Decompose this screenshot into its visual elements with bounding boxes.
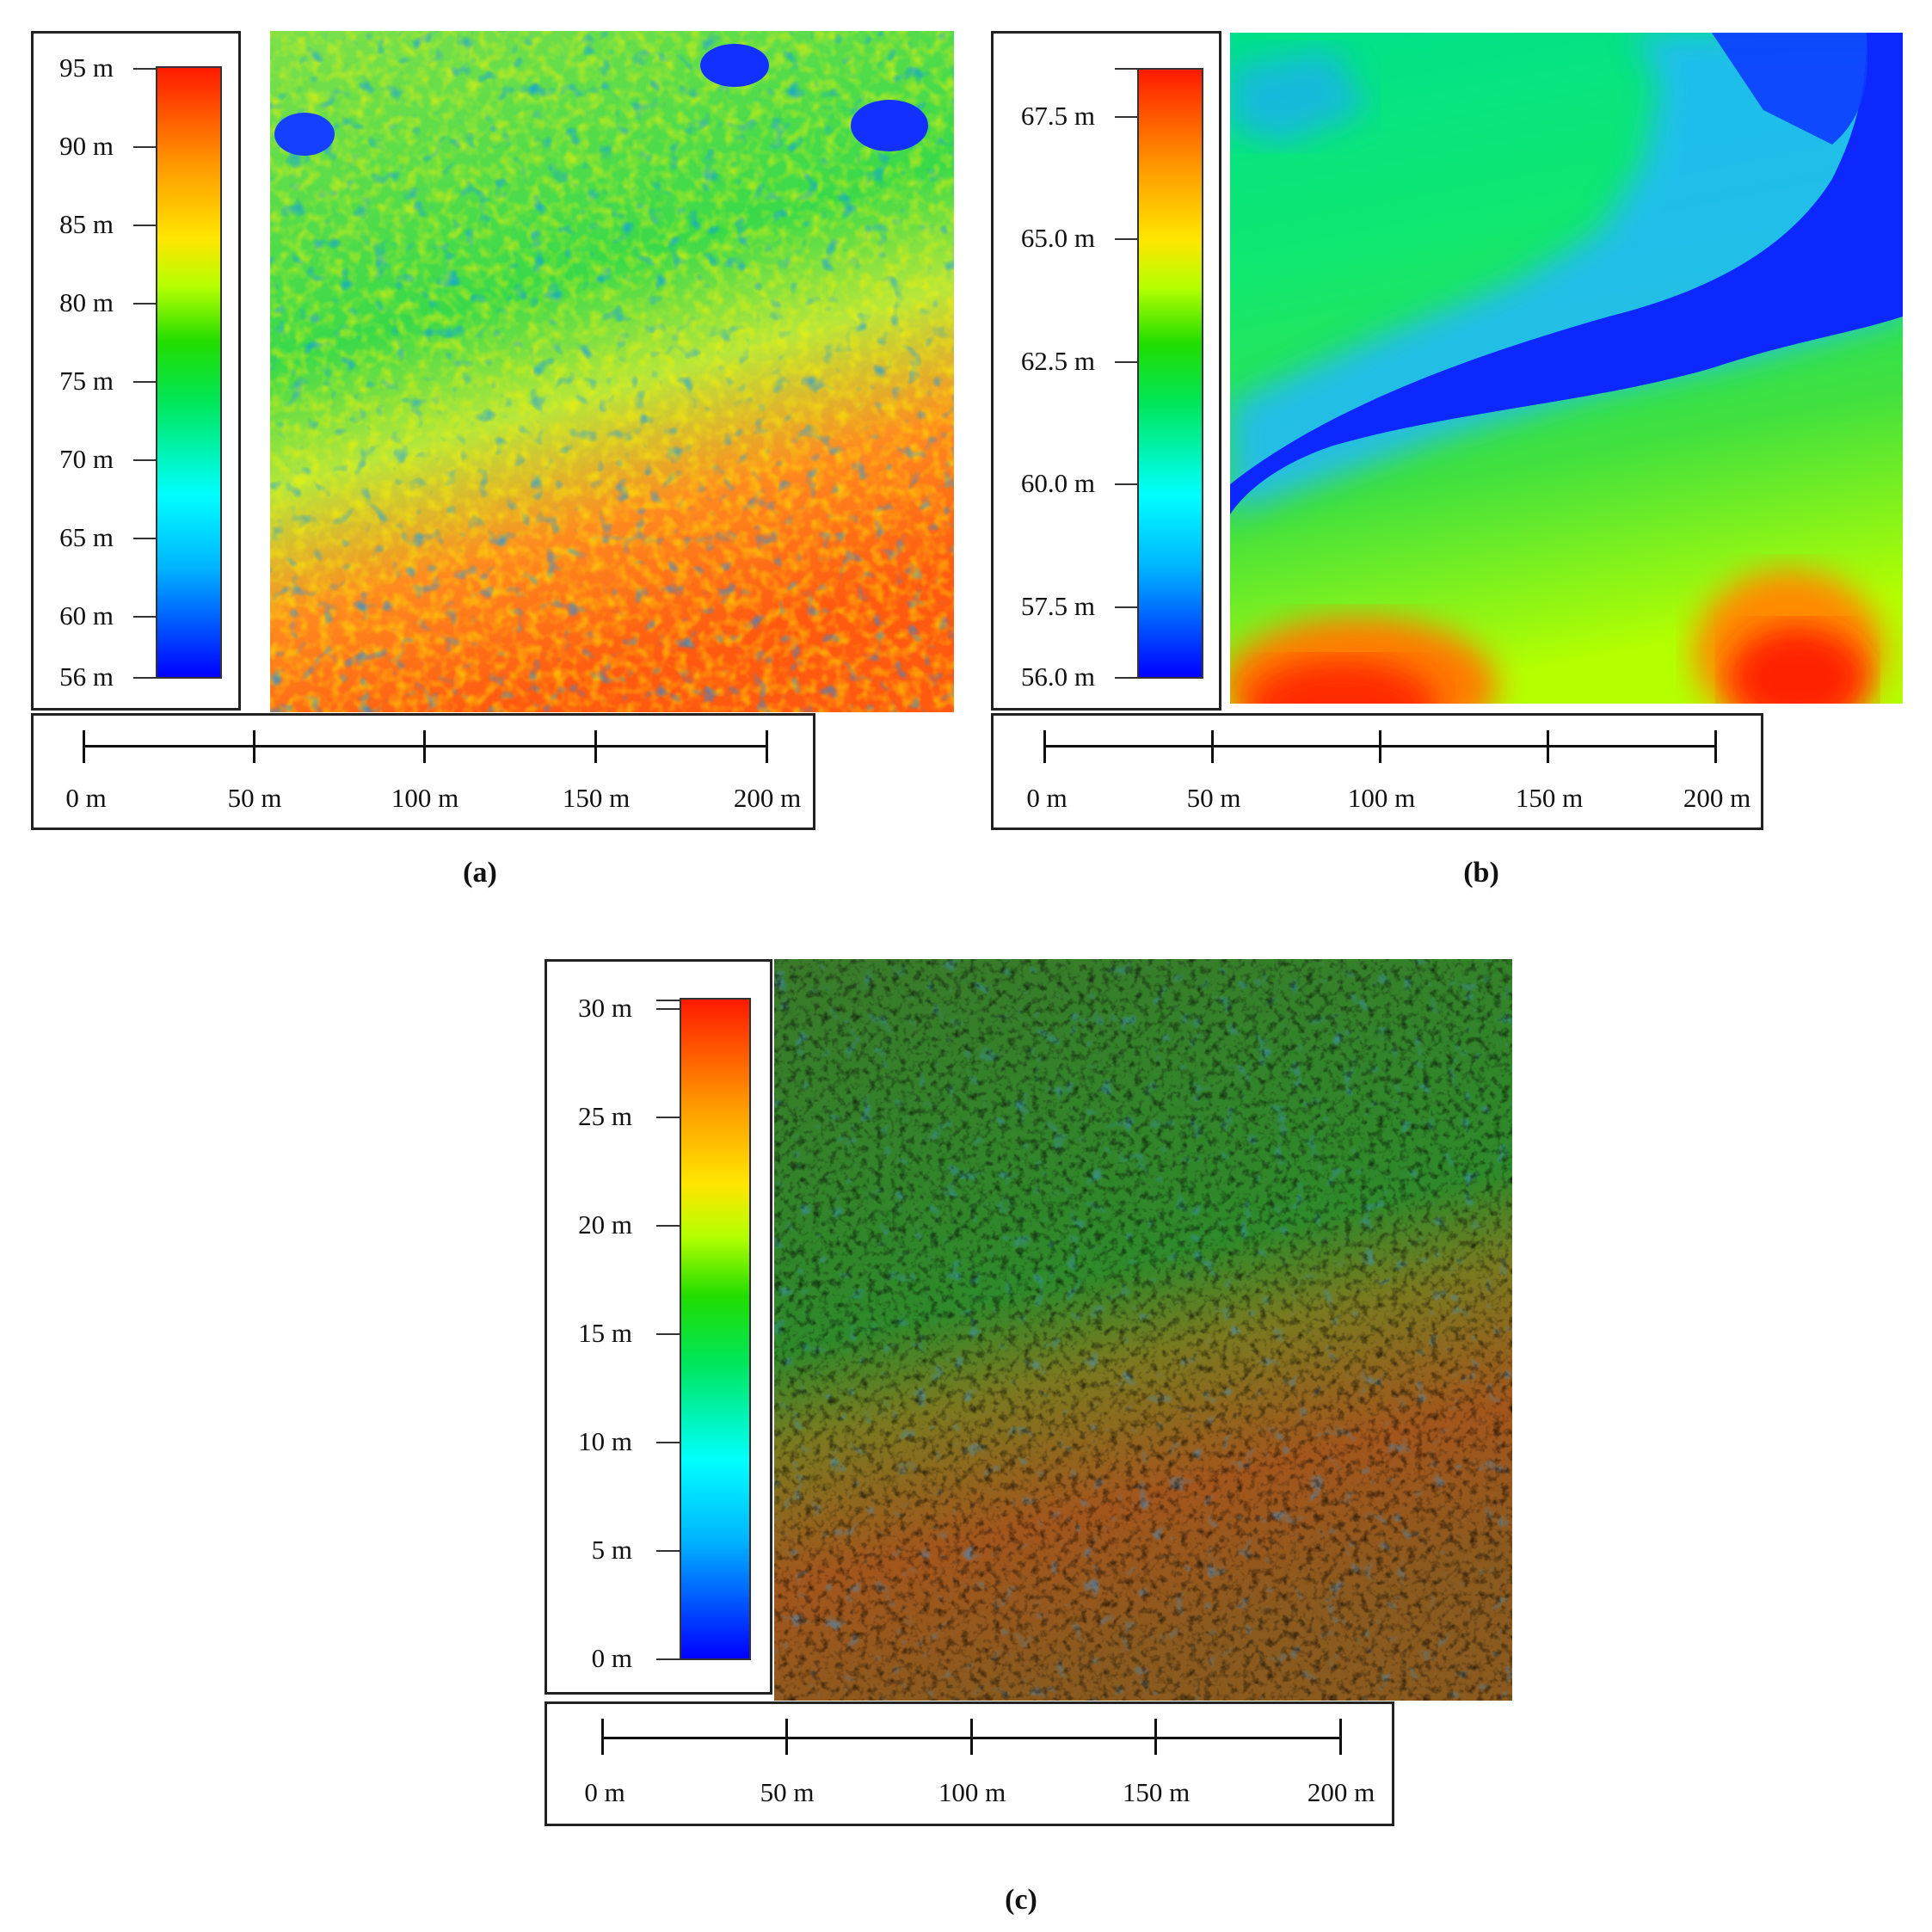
terrain-elevation-map-b [1230,33,1903,704]
scale-label: 50 m [760,1777,815,1807]
colorbar-tick [656,1225,680,1227]
scale-label: 150 m [1122,1777,1191,1807]
colorbar-label: 56.0 m [1020,661,1095,692]
colorbar-label: 70 m [59,444,114,474]
scale-label: 100 m [391,783,459,813]
scale-tick [970,1719,973,1755]
scale-tick [1379,730,1381,763]
scale-label: 150 m [1515,783,1584,813]
canopy-height-model-map-c [774,959,1512,1701]
colorbar-tick [656,1117,680,1118]
colorbar-label: 80 m [59,287,114,317]
colorbar-label: 67.5 m [1020,101,1095,131]
colorbar-label: 95 m [59,52,114,83]
colorbar-tick [133,677,156,679]
canopy-height-map-a [270,31,954,712]
scale-tick [1043,730,1046,763]
colorbar-b [1137,68,1203,679]
colorbar-tick [656,1442,680,1443]
scale-tick [785,1719,788,1755]
colorbar-tick [656,1008,680,1010]
scale-label: 0 m [584,1777,625,1807]
scale-tick [83,730,85,763]
colorbar-c [680,998,751,1660]
scale-tick [601,1719,604,1755]
colorbar-label: 20 m [578,1209,632,1240]
colorbar-label: 5 m [591,1535,632,1565]
scale-tick [1154,1719,1157,1755]
scale-tick [594,730,597,763]
colorbar-label: 25 m [578,1101,632,1131]
scale-bar-box-b [991,713,1763,830]
colorbar-tick [133,303,156,305]
colorbar-tick [133,146,156,148]
colorbar-tick [656,1550,680,1552]
scale-tick [766,730,768,763]
colorbar-label: 56 m [59,661,114,692]
colorbar-tick [133,538,156,539]
scale-bar-a [83,745,768,748]
colorbar-tick [1115,116,1137,118]
colorbar-tick [133,381,156,383]
scale-tick [423,730,426,763]
colorbar-tick [133,225,156,226]
colorbar-label: 30 m [578,993,632,1023]
colorbar-label: 65 m [59,522,114,552]
colorbar-tick [1115,606,1137,608]
colorbar-tick [133,616,156,618]
scale-label: 200 m [1307,1777,1375,1807]
scale-label: 150 m [562,783,631,813]
scale-tick [253,730,255,763]
scale-tick [1714,730,1717,763]
colorbar-tick [133,68,157,70]
scale-label: 100 m [1347,783,1416,813]
colorbar-label: 90 m [59,131,114,161]
colorbar-label: 0 m [591,1643,632,1673]
colorbar-tick [656,1333,680,1335]
panel-label-a: (a) [463,857,497,889]
scale-label: 0 m [65,783,107,813]
scale-label: 50 m [227,783,282,813]
colorbar-label: 60 m [59,600,114,631]
colorbar-label: 62.5 m [1020,346,1095,376]
colorbar-tick [1115,361,1137,363]
colorbar-label: 60.0 m [1020,468,1095,498]
colorbar-tick [1115,677,1137,679]
scale-label: 200 m [1683,783,1751,813]
colorbar-label: 75 m [59,366,114,396]
colorbar-label: 10 m [578,1426,632,1456]
scale-tick [1339,1719,1342,1755]
colorbar-label: 65.0 m [1020,223,1095,253]
scale-label: 200 m [733,783,802,813]
colorbar-a [156,66,222,679]
scale-tick [1211,730,1214,763]
scale-label: 0 m [1026,783,1068,813]
colorbar-label: 57.5 m [1020,591,1095,621]
colorbar-tick [1115,238,1137,240]
colorbar-tick [656,1000,680,1001]
scale-bar-box-c [545,1701,1394,1826]
scale-label: 50 m [1186,783,1241,813]
scale-label: 100 m [938,1777,1006,1807]
colorbar-tick [133,459,156,461]
panel-label-c: (c) [1005,1884,1037,1916]
colorbar-tick [1115,483,1137,485]
colorbar-label: 85 m [59,209,114,239]
panel-label-b: (b) [1463,857,1499,889]
colorbar-label: 15 m [578,1318,632,1348]
colorbar-tick [1115,68,1137,70]
scale-tick [1547,730,1549,763]
colorbar-tick [656,1658,680,1660]
